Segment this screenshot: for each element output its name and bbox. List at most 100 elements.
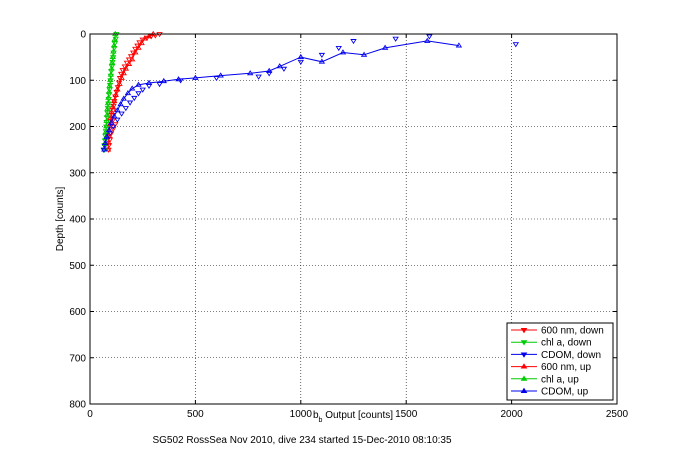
data-point [108,65,115,71]
series-line [103,40,459,150]
legend-label: 600 nm, up [541,362,591,373]
legend-marker [520,328,528,334]
y-tick-label: 200 [69,122,86,133]
data-point [160,77,167,84]
data-point [265,71,273,77]
legend-marker [520,352,528,358]
data-point [122,106,130,112]
data-point [103,133,111,139]
data-point [106,82,113,88]
data-point [108,109,115,115]
legend-marker [520,375,528,381]
y-axis-label: Depth [counts] [55,187,66,252]
data-point [110,42,118,48]
y-tick-label: 0 [80,30,86,41]
legend-item: 600 nm, down [511,326,604,337]
y-tick-label: 800 [69,400,86,411]
data-point [135,91,142,97]
data-point [156,82,163,88]
data-point [113,89,120,96]
data-point [139,87,146,93]
data-point [117,101,124,107]
data-point [116,80,123,86]
data-point [120,95,127,101]
x-axis-label: bb Output [counts] [313,410,393,424]
data-point [109,53,116,60]
data-point [114,86,121,92]
data-point [255,74,262,80]
data-point [125,60,133,66]
legend-item: CDOM, up [511,387,589,398]
legend-label: 600 nm, down [541,326,604,337]
series-cdom-up [101,37,463,152]
data-point [126,100,134,106]
data-point [118,111,125,117]
grid-lines [90,34,617,404]
data-series [100,30,520,153]
y-tick-label: 700 [69,353,86,364]
x-tick-label: 2500 [606,409,629,420]
y-tick-label: 600 [69,307,86,318]
x-axis-label-rest: Output [counts] [322,410,393,421]
data-point [105,126,113,133]
legend-item: CDOM, down [511,350,601,361]
legend-item: chl a, down [511,338,592,349]
data-point [104,146,112,152]
data-point [110,48,117,54]
data-point [109,103,116,109]
legend-label: chl a, up [541,374,579,385]
data-point [246,70,254,76]
legend-label: CDOM, up [541,387,589,398]
data-point [109,124,117,130]
legend-item: chl a, up [511,374,579,385]
data-point [135,81,142,87]
data-point [381,44,389,50]
data-point [111,113,118,119]
data-point [118,74,125,80]
data-point [145,79,153,85]
data-point [360,51,368,57]
data-point [103,123,110,129]
x-tick-label: 500 [187,409,204,420]
data-point [192,74,199,80]
data-point [114,107,121,113]
data-point [335,45,342,52]
data-point [109,126,117,133]
y-tick-label: 300 [69,168,86,179]
data-point [107,77,114,83]
data-point [111,36,118,42]
x-tick-label: 0 [87,409,93,420]
data-point [111,97,118,103]
data-point [175,76,182,82]
x-tick-label: 1000 [290,409,313,420]
chart-caption: SG502 RossSea Nov 2010, dive 234 started… [152,435,452,446]
data-point [138,40,145,46]
data-point [120,70,127,76]
y-tick-label: 500 [69,261,86,272]
data-point [426,34,433,40]
data-point [339,49,347,55]
data-point [105,94,112,100]
legend-label: CDOM, down [541,350,601,361]
legend-marker [520,363,528,369]
data-point [217,72,224,78]
x-tick-label: 2000 [500,409,523,420]
data-point [103,117,110,123]
legend-label: chl a, down [541,338,592,349]
data-point [141,35,149,41]
legend-item: 600 nm, up [511,362,591,373]
y-tick-label: 400 [69,215,86,226]
data-point [132,49,139,55]
data-point [105,88,113,94]
data-point [112,91,119,97]
x-axis-label-subscript: b [319,417,323,424]
data-point [392,36,399,42]
data-point [455,42,463,48]
data-point [107,119,115,125]
data-point [512,42,520,48]
data-point [104,100,112,106]
data-point [101,146,108,152]
data-point [108,59,116,65]
